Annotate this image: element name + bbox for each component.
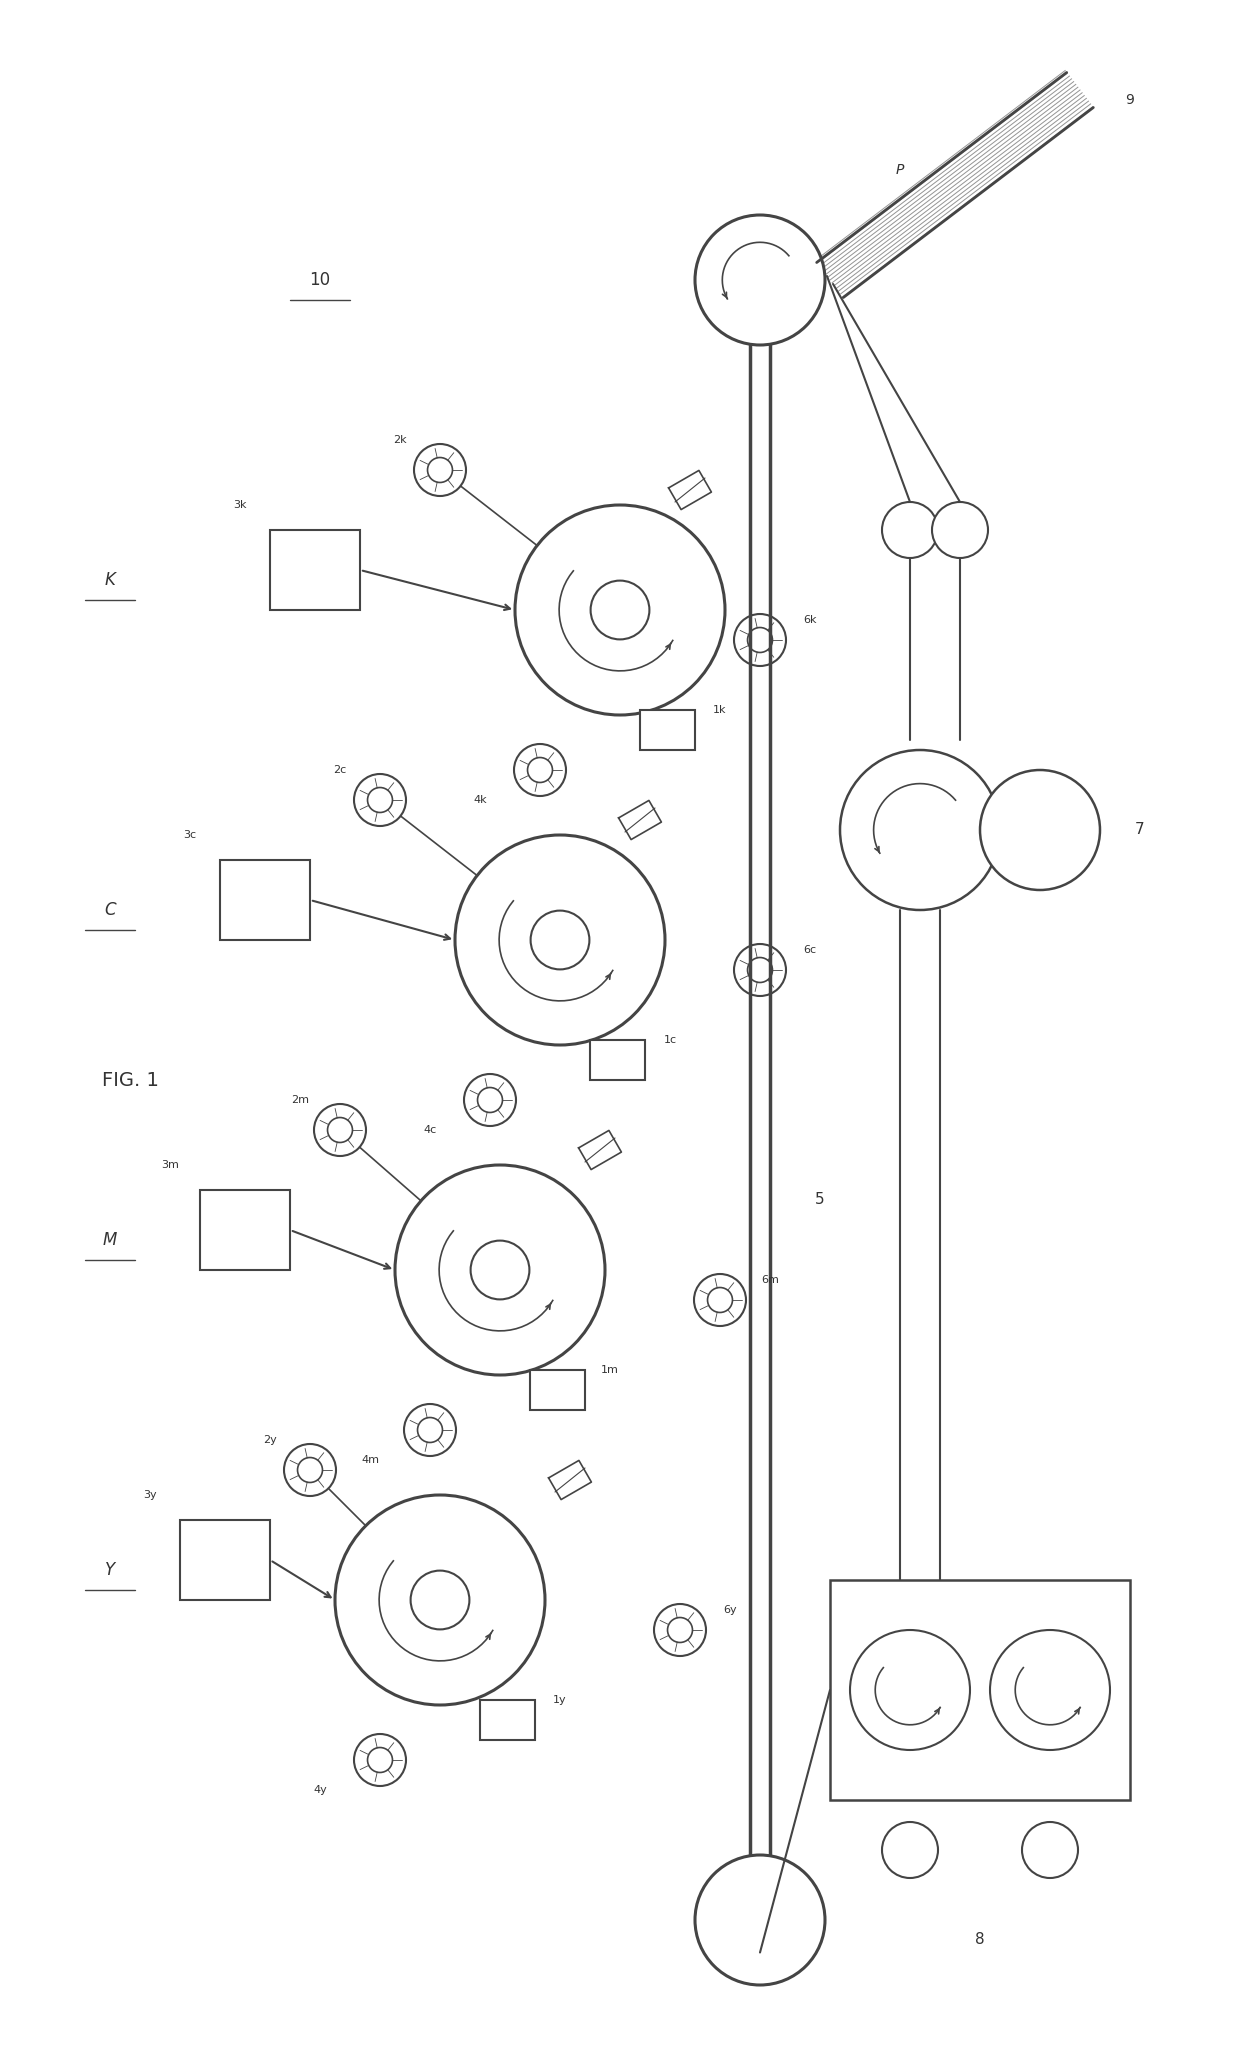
Text: 4m: 4m	[361, 1455, 379, 1466]
Circle shape	[298, 1457, 322, 1482]
Text: M: M	[103, 1232, 118, 1248]
Bar	[529, 1370, 585, 1410]
Circle shape	[464, 1074, 516, 1126]
Text: 1m: 1m	[601, 1364, 619, 1374]
Circle shape	[590, 580, 650, 640]
Circle shape	[471, 1240, 529, 1300]
Circle shape	[477, 1087, 502, 1112]
Text: 9: 9	[1126, 93, 1135, 108]
Bar	[480, 1699, 534, 1741]
Circle shape	[932, 503, 988, 559]
Circle shape	[734, 944, 786, 996]
Text: 4c: 4c	[423, 1124, 436, 1134]
Text: 6c: 6c	[804, 946, 817, 954]
Circle shape	[327, 1118, 352, 1143]
Text: 1y: 1y	[553, 1695, 567, 1706]
Circle shape	[414, 443, 466, 497]
Bar	[830, 1579, 1130, 1801]
Text: 3m: 3m	[161, 1159, 179, 1170]
Text: 6m: 6m	[761, 1275, 779, 1285]
Circle shape	[284, 1445, 336, 1497]
Text: 3c: 3c	[184, 830, 197, 840]
Text: Y: Y	[105, 1561, 115, 1579]
Text: 2m: 2m	[291, 1095, 309, 1105]
Circle shape	[531, 911, 589, 969]
Circle shape	[515, 505, 725, 714]
Bar	[640, 710, 694, 749]
Text: P: P	[895, 164, 904, 178]
Circle shape	[515, 743, 565, 797]
Bar	[200, 1190, 290, 1271]
Circle shape	[990, 1629, 1110, 1749]
Circle shape	[428, 457, 453, 482]
Text: 2y: 2y	[263, 1435, 277, 1445]
Circle shape	[367, 787, 393, 814]
Circle shape	[694, 1855, 825, 1985]
Circle shape	[882, 1822, 937, 1877]
Bar	[590, 1039, 645, 1081]
Circle shape	[839, 749, 999, 911]
Text: 6k: 6k	[804, 615, 817, 625]
Bar	[219, 859, 310, 940]
Circle shape	[410, 1571, 470, 1629]
Circle shape	[748, 627, 773, 652]
Circle shape	[455, 834, 665, 1045]
Text: 2c: 2c	[334, 766, 347, 774]
Circle shape	[708, 1288, 733, 1312]
Text: 1c: 1c	[663, 1035, 677, 1045]
Text: 3k: 3k	[233, 501, 247, 509]
Circle shape	[667, 1617, 692, 1642]
Text: C: C	[104, 900, 115, 919]
Circle shape	[335, 1495, 546, 1706]
Text: 2k: 2k	[393, 435, 407, 445]
Circle shape	[353, 1735, 405, 1786]
Circle shape	[653, 1604, 706, 1656]
Circle shape	[980, 770, 1100, 890]
Circle shape	[314, 1103, 366, 1155]
Text: 4k: 4k	[474, 795, 487, 805]
Circle shape	[367, 1747, 393, 1772]
Text: 3y: 3y	[143, 1490, 156, 1501]
Circle shape	[882, 503, 937, 559]
Text: 5: 5	[815, 1192, 825, 1207]
Text: 7: 7	[1135, 822, 1145, 838]
Text: 6y: 6y	[723, 1604, 737, 1615]
Text: 8: 8	[975, 1933, 985, 1948]
Circle shape	[396, 1165, 605, 1374]
Circle shape	[748, 958, 773, 983]
Circle shape	[849, 1629, 970, 1749]
Circle shape	[694, 1273, 746, 1327]
Text: K: K	[104, 571, 115, 590]
Text: 10: 10	[310, 271, 331, 290]
Circle shape	[404, 1403, 456, 1455]
Circle shape	[1022, 1822, 1078, 1877]
Circle shape	[418, 1418, 443, 1443]
Text: FIG. 1: FIG. 1	[102, 1070, 159, 1089]
Circle shape	[694, 215, 825, 346]
Text: 1k: 1k	[713, 706, 727, 714]
Circle shape	[527, 758, 553, 782]
Circle shape	[353, 774, 405, 826]
Text: 4y: 4y	[314, 1784, 327, 1795]
Bar	[180, 1519, 270, 1600]
Bar	[270, 530, 360, 611]
Circle shape	[734, 615, 786, 667]
